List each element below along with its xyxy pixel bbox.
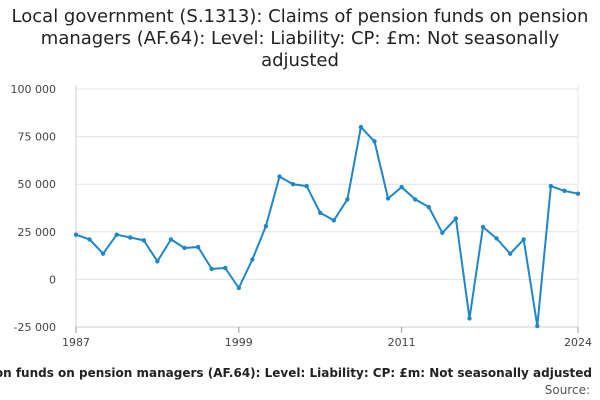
data-point — [114, 232, 119, 237]
data-point — [128, 235, 133, 240]
data-point — [535, 323, 540, 329]
data-point — [358, 124, 364, 130]
data-point — [250, 257, 255, 262]
data-point — [345, 197, 350, 202]
y-axis-ticks: -25 000 0 25 000 50 000 75 000 100 000 — [11, 83, 57, 334]
data-point — [318, 210, 323, 215]
data-point — [521, 237, 526, 242]
data-point — [399, 184, 404, 190]
data-point — [480, 224, 486, 230]
data-point — [155, 259, 160, 264]
chart-title: Local government (S.1313): Claims of pen… — [11, 6, 589, 71]
data-point — [87, 237, 92, 242]
x-axis-ticks: 1987 1999 2011 2024 — [62, 327, 592, 349]
data-point — [195, 244, 201, 250]
data-point — [277, 174, 282, 179]
data-point — [575, 191, 581, 196]
y-tick-label: 0 — [49, 273, 56, 286]
data-point — [548, 183, 554, 189]
data-point — [290, 182, 296, 187]
data-point — [372, 139, 377, 144]
data-point — [73, 232, 79, 237]
data-point — [507, 251, 513, 256]
x-tick-label: 1987 — [62, 336, 90, 349]
x-tick-label: 2011 — [388, 336, 416, 349]
legend-entry: Local government (S.1313): Claims of pen… — [0, 366, 592, 380]
axes — [75, 85, 578, 328]
data-point — [467, 316, 472, 321]
data-point — [453, 216, 459, 221]
data-point — [562, 188, 567, 194]
gridlines — [76, 85, 579, 328]
plot-area — [73, 124, 581, 329]
data-point — [100, 251, 106, 256]
x-tick-label: 2024 — [564, 336, 592, 349]
y-tick-label: 100 000 — [11, 83, 57, 96]
y-tick-label: -25 000 — [14, 321, 56, 334]
data-point — [263, 223, 269, 229]
source-label: Source: — [544, 383, 590, 397]
y-tick-label: 25 000 — [18, 226, 57, 239]
series-line — [75, 126, 579, 327]
data-point — [494, 236, 499, 241]
data-point — [141, 238, 147, 243]
y-tick-label: 50 000 — [18, 178, 57, 191]
data-point — [440, 230, 445, 235]
data-point — [426, 204, 431, 210]
y-tick-label: 75 000 — [18, 131, 57, 144]
legend: Local government (S.1313): Claims of pen… — [0, 366, 600, 384]
data-point — [209, 266, 214, 272]
data-point — [236, 285, 242, 291]
data-point — [304, 183, 309, 189]
data-point — [223, 265, 228, 271]
data-point — [331, 218, 336, 223]
data-point — [412, 197, 418, 202]
data-point — [385, 196, 391, 201]
data-point — [182, 245, 187, 251]
data-point — [168, 237, 174, 242]
x-tick-label: 1999 — [225, 336, 253, 349]
